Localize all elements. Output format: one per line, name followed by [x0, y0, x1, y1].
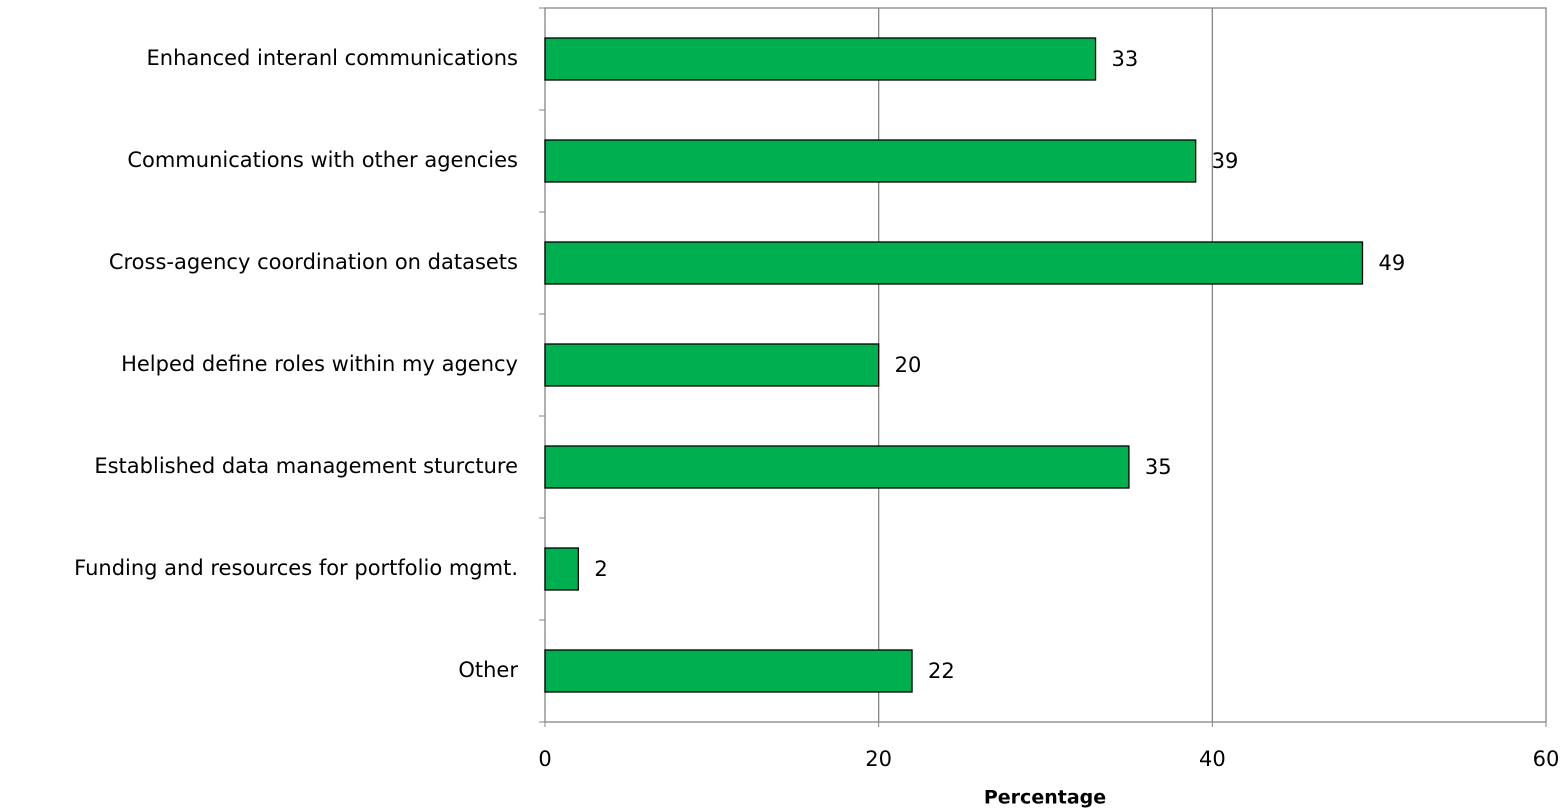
bar: [544, 37, 1097, 81]
x-tick-label: 20: [865, 747, 892, 771]
y-tick-label: Established data management sturcture: [94, 454, 518, 478]
x-tick-label: 60: [1533, 747, 1560, 771]
bar: [544, 139, 1197, 183]
x-tick-label: 40: [1199, 747, 1226, 771]
y-tick-label: Funding and resources for portfolio mgmt…: [74, 556, 518, 580]
bar: [544, 445, 1130, 489]
data-label: 33: [1112, 47, 1139, 71]
data-label: 20: [895, 353, 922, 377]
data-label: 49: [1378, 251, 1405, 275]
bar: [544, 649, 913, 693]
bar: [544, 241, 1364, 285]
x-tick-label: 0: [538, 747, 551, 771]
data-label: 22: [928, 659, 955, 683]
bar: [544, 547, 580, 591]
y-tick-label: Communications with other agencies: [127, 148, 518, 172]
data-label: 2: [594, 557, 607, 581]
y-tick-label: Helped define roles within my agency: [121, 352, 518, 376]
data-label: 39: [1212, 149, 1239, 173]
x-axis-title: Percentage: [984, 787, 1106, 809]
bar: [544, 343, 880, 387]
y-tick-label: Cross-agency coordination on datasets: [109, 250, 518, 274]
data-label: 35: [1145, 455, 1172, 479]
y-tick-label: Enhanced interanl communications: [147, 46, 519, 70]
y-tick-label: Other: [458, 658, 518, 682]
